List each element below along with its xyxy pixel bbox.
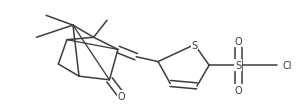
Text: S: S (192, 40, 198, 50)
Text: O: O (234, 37, 242, 46)
Text: Cl: Cl (282, 61, 292, 71)
Text: O: O (234, 85, 242, 95)
Text: S: S (235, 61, 241, 71)
Text: O: O (118, 91, 126, 101)
